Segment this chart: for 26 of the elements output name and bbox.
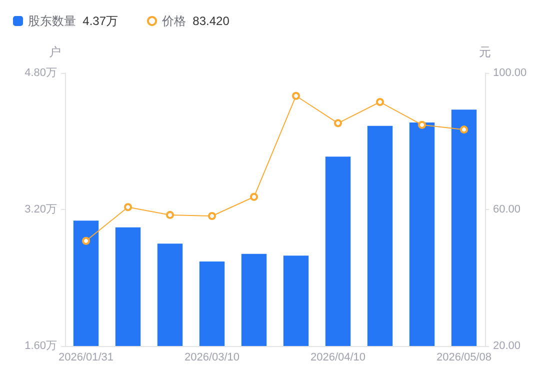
- point: [376, 98, 384, 106]
- point: [208, 212, 216, 220]
- y2-tick-label: 100.00: [493, 67, 527, 79]
- y-tick-label: 1.60万: [24, 340, 57, 352]
- point: [82, 236, 90, 245]
- legend-label: 股东数量: [28, 14, 76, 28]
- y-tick-label: 4.80万: [24, 67, 57, 79]
- point: [250, 192, 258, 201]
- point: [334, 119, 342, 128]
- point: [292, 92, 300, 100]
- legend-label: 价格: [161, 14, 186, 28]
- point: [124, 203, 132, 212]
- y2-tick-label: 60.00: [493, 204, 521, 216]
- x-tick-label: 2026/05/08: [436, 352, 492, 364]
- x-tick-label: 2026/01/31: [58, 352, 114, 364]
- y-axis-title: 户: [49, 45, 61, 59]
- point: [418, 120, 426, 129]
- x-tick-label: 2026/03/10: [184, 352, 240, 364]
- y2-axis-title: 元: [479, 45, 491, 59]
- point: [166, 210, 174, 219]
- x-tick-label: 2026/04/10: [310, 352, 366, 364]
- text: 4.37万: [82, 14, 118, 28]
- y-tick-label: 3.20万: [24, 204, 57, 216]
- y2-tick-label: 20.00: [493, 340, 521, 352]
- point: [460, 126, 468, 134]
- text: 83.420: [192, 14, 230, 28]
